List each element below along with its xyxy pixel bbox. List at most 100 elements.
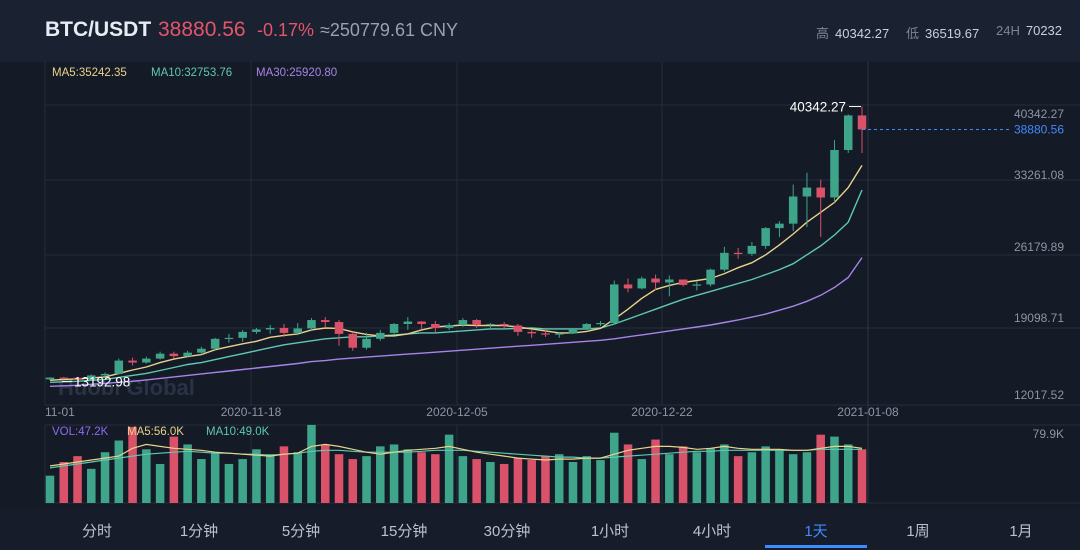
ma5-legend: MA5:35242.35 xyxy=(52,67,127,79)
volume-bar xyxy=(665,454,674,503)
candle-body xyxy=(100,373,110,376)
tab-1day[interactable]: 1天 xyxy=(804,523,828,540)
volume-bar xyxy=(444,434,454,503)
vol-ma10-legend: MA10:49.0K xyxy=(206,426,270,438)
tab-15min[interactable]: 15分钟 xyxy=(380,523,428,540)
high-value: 40342.27 xyxy=(835,26,890,41)
tab-1week[interactable]: 1周 xyxy=(906,523,930,540)
candle-body xyxy=(665,279,674,283)
candle-body xyxy=(114,360,124,374)
tab-timeline[interactable]: 分时 xyxy=(81,523,112,540)
candle-body xyxy=(155,353,165,359)
volume-bar xyxy=(513,458,523,503)
volume-bar xyxy=(431,454,440,503)
candle-body xyxy=(527,331,536,334)
volume-bar xyxy=(238,459,247,503)
volume-bar xyxy=(252,449,261,503)
vol-legend: VOL:47.2K xyxy=(52,426,109,438)
candle-body xyxy=(857,115,867,130)
volume-bar xyxy=(197,459,206,503)
candle-body xyxy=(334,322,344,334)
candle-body xyxy=(142,358,151,363)
candle-body xyxy=(197,348,206,353)
volume-bar xyxy=(389,444,399,503)
current-price-label: 38880.56 xyxy=(1014,122,1064,136)
candle-body xyxy=(210,338,220,349)
ma10-line xyxy=(49,189,863,383)
candle-body xyxy=(403,321,413,324)
candle-body xyxy=(183,352,192,357)
volume-bar xyxy=(775,449,784,503)
volume-bar xyxy=(761,446,770,503)
candle-body xyxy=(582,323,592,329)
tab-1month[interactable]: 1月 xyxy=(1009,523,1033,540)
low-value: 36519.67 xyxy=(925,26,980,41)
vol-ma10-line xyxy=(49,448,862,469)
tab-5min[interactable]: 5分钟 xyxy=(281,523,321,540)
volume-bar xyxy=(720,444,729,503)
volume-bar xyxy=(637,459,647,503)
x-axis-label: 11-01 xyxy=(45,405,75,419)
volume-bar xyxy=(73,456,82,503)
volume-bar xyxy=(733,456,743,503)
candle-body xyxy=(293,328,302,333)
candle-body xyxy=(238,331,247,338)
candle-body xyxy=(830,150,839,198)
volume-bar xyxy=(788,454,798,503)
candle-body xyxy=(224,337,234,340)
candle-body xyxy=(761,228,770,246)
cny-price: ≈250779.61 CNY xyxy=(320,20,458,40)
candle-body xyxy=(486,323,495,326)
candle-body xyxy=(651,278,660,283)
volume-bar xyxy=(830,436,839,503)
candle-body xyxy=(568,328,578,334)
candle-body xyxy=(45,377,55,380)
volume-bar xyxy=(87,468,96,503)
candle-body xyxy=(362,338,371,348)
candle-body xyxy=(472,320,481,325)
tab-1min[interactable]: 1分钟 xyxy=(179,523,219,540)
volume-bar xyxy=(183,444,192,503)
trading-pair[interactable]: BTC/USDT xyxy=(45,18,152,41)
low-stat: 低 36519.67 xyxy=(906,23,979,42)
price-change: -0.17% xyxy=(257,20,315,40)
ticker-header: BTC/USDT 38880.56 -0.17% ≈250779.61 CNY … xyxy=(0,0,1080,62)
candle-body xyxy=(623,284,633,289)
candle-body xyxy=(513,325,523,332)
volume-bar xyxy=(155,463,165,503)
active-tab-indicator xyxy=(765,545,867,548)
volume-bar xyxy=(610,432,619,503)
volume-bar xyxy=(362,456,371,503)
volume-bar xyxy=(527,460,536,503)
x-axis-label: 2020-11-18 xyxy=(221,405,282,419)
candle-body xyxy=(554,333,564,335)
x-axis-label: 2020-12-05 xyxy=(426,405,488,419)
volume-bar xyxy=(279,446,289,503)
candle-body xyxy=(279,327,289,333)
chart-area[interactable] xyxy=(0,62,1080,550)
candle-body xyxy=(802,187,812,197)
vol-axis-label: 79.9K xyxy=(1033,427,1064,441)
volume-bar xyxy=(678,446,688,503)
tab-30min[interactable]: 30分钟 xyxy=(483,523,531,540)
candle-body xyxy=(747,245,757,254)
y-axis-label: 12017.52 xyxy=(1014,388,1064,402)
min-price-label: 13192.98 xyxy=(74,374,130,389)
volume-bar xyxy=(169,436,179,503)
volume-bar xyxy=(541,456,550,503)
volume-bar xyxy=(623,444,633,503)
volume-bar xyxy=(59,461,69,503)
volume-bar xyxy=(293,452,302,503)
candle-body xyxy=(499,323,509,326)
ma5-line xyxy=(49,165,863,381)
candle-body xyxy=(541,333,550,335)
tab-4hour[interactable]: 4小时 xyxy=(692,523,732,540)
tab-1hour[interactable]: 1小时 xyxy=(590,523,630,540)
volume-bar xyxy=(376,446,385,503)
volume-bar xyxy=(114,440,124,503)
volume-bar xyxy=(651,439,660,503)
candle-body xyxy=(376,332,385,339)
candle-body xyxy=(775,223,784,229)
candle-body xyxy=(843,115,853,151)
